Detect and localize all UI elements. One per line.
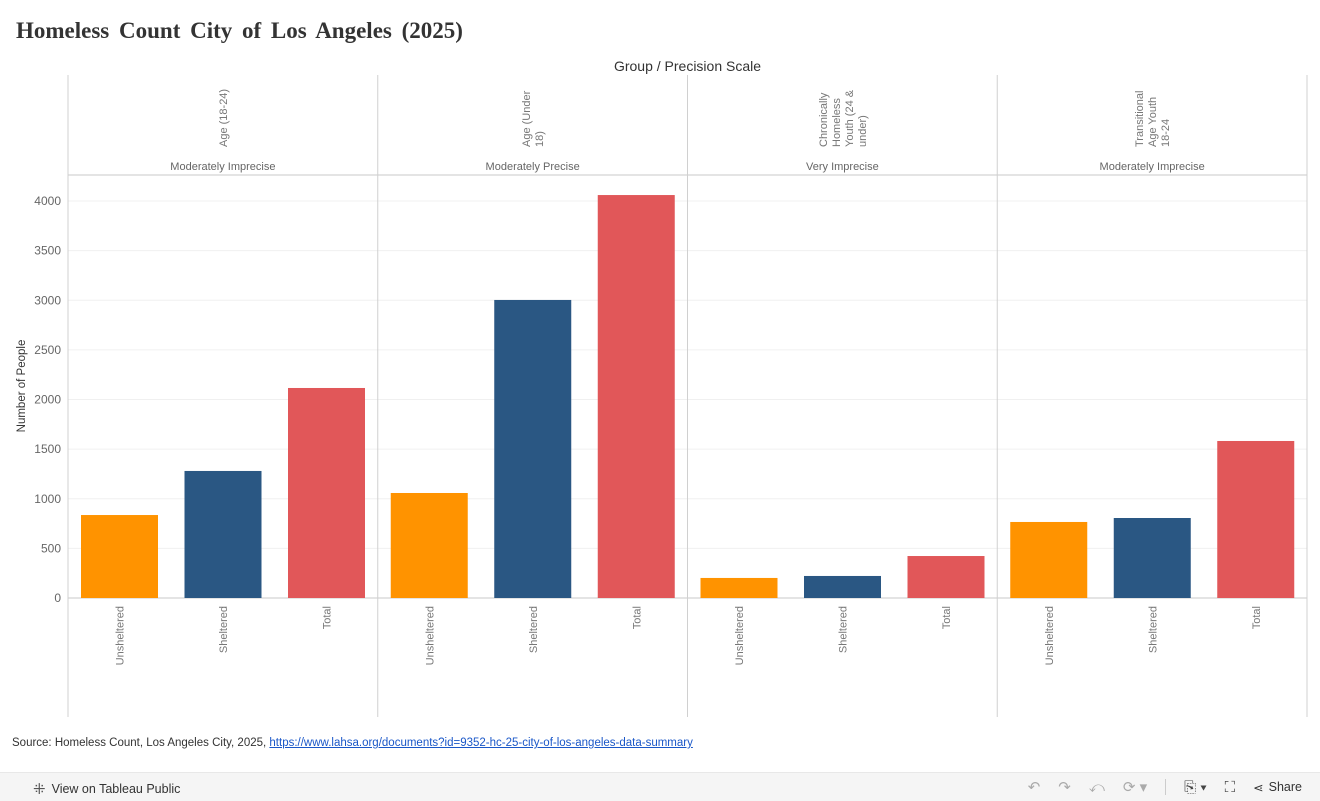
bar-total [597, 195, 675, 599]
x-tick-label: Sheltered [218, 606, 230, 653]
y-tick-label: 1500 [34, 442, 61, 456]
fullscreen-icon[interactable]: ⛶ [1224, 778, 1236, 796]
x-tick-label: Total [322, 606, 334, 629]
bar-sheltered [804, 575, 881, 598]
bar-unsheltered [390, 492, 468, 598]
panel-group-label: TransitionalAge Youth18-24 [1134, 91, 1172, 147]
y-tick-label: 2000 [34, 393, 61, 407]
panel-group-label-line: under) [857, 115, 869, 147]
bar-unsheltered [81, 515, 158, 598]
y-tick-label: 0 [54, 591, 61, 605]
y-tick-label: 4000 [34, 194, 61, 208]
panel-group-label: Age (18-24) [218, 89, 230, 147]
y-tick-label: 500 [41, 541, 61, 555]
bar-total [1217, 440, 1295, 598]
panel-precision-label: Moderately Precise [486, 161, 580, 173]
share-label: Share [1268, 780, 1302, 794]
view-on-tableau-button[interactable]: ⁜ View on Tableau Public [33, 780, 180, 798]
x-tick-label: Sheltered [528, 606, 540, 653]
bar-unsheltered [1010, 521, 1088, 598]
bar-sheltered [184, 470, 262, 598]
y-tick-label: 2500 [34, 343, 61, 357]
x-tick-label: Unsheltered [424, 606, 436, 665]
panel-group-label-line: Chronically [818, 92, 830, 147]
panel-precision-label: Moderately Imprecise [1100, 161, 1205, 173]
source-text: Source: Homeless Count, Los Angeles City… [12, 737, 270, 749]
panel-precision-label: Moderately Imprecise [170, 161, 275, 173]
y-axis-title: Number of People [16, 340, 28, 433]
y-tick-label: 1000 [34, 492, 61, 506]
y-tick-label: 3500 [34, 244, 61, 258]
revert-icon[interactable]: ⤺ [1088, 778, 1105, 796]
panel-group-label-line: Youth (24 & [844, 89, 856, 147]
panel-group-label-line: Age (18-24) [218, 89, 230, 147]
undo-icon[interactable]: ↶ [1027, 779, 1041, 796]
bar-total [288, 387, 365, 598]
tableau-logo-icon: ⁜ [33, 781, 46, 798]
panel-group-label-line: Homeless [831, 98, 843, 147]
panel-group-label-line: Age (Under [521, 90, 533, 147]
x-tick-label: Total [941, 606, 953, 629]
x-tick-label: Total [631, 606, 643, 629]
source-note: Source: Homeless Count, Los Angeles City… [12, 737, 693, 749]
share-button[interactable]: ⋖ Share [1253, 780, 1302, 795]
column-header-title: Group / Precision Scale [614, 58, 761, 74]
y-tick-label: 3000 [34, 293, 61, 307]
redo-icon[interactable]: ↷ [1058, 779, 1071, 796]
share-icon: ⋖ [1253, 780, 1264, 795]
panel-group-label-line: Age Youth [1147, 97, 1159, 147]
panel-group-label-line: 18) [534, 131, 546, 147]
panel-group-label-line: 18-24 [1160, 119, 1172, 147]
panel-group-label: ChronicallyHomelessYouth (24 &under) [818, 89, 869, 147]
panel-group-label: Age (Under18) [521, 90, 546, 147]
x-tick-label: Unsheltered [734, 606, 746, 665]
bar-total [907, 556, 985, 598]
x-tick-label: Unsheltered [1044, 606, 1056, 665]
bar-sheltered [1113, 518, 1191, 598]
x-tick-label: Total [1251, 606, 1263, 629]
dashboard-title: Homeless Count City of Los Angeles (2025… [16, 18, 463, 43]
tableau-toolbar: ⁜ View on Tableau Public ↶ ↷ ⤺ ⟳ ▾ ⎘ ▾ ⛶… [0, 772, 1320, 801]
refresh-icon[interactable]: ⟳ ▾ [1122, 779, 1148, 796]
bar-unsheltered [700, 577, 778, 598]
x-tick-label: Sheltered [1147, 606, 1159, 653]
source-link[interactable]: https://www.lahsa.org/documents?id=9352-… [269, 737, 693, 749]
view-on-tableau-label: View on Tableau Public [51, 782, 181, 796]
bar-chart: 0 500 1000 1500 2000 2500 3000 3500 4000 Number o… [16, 58, 1308, 717]
panel-precision-label: Very Imprecise [806, 161, 879, 173]
x-tick-label: Unsheltered [115, 606, 127, 665]
panel-group-label-line: Transitional [1134, 91, 1146, 147]
x-tick-label: Sheltered [838, 606, 850, 653]
download-icon[interactable]: ⎘ ▾ [1184, 778, 1207, 796]
toolbar-divider [1165, 779, 1167, 795]
bar-sheltered [494, 299, 572, 598]
